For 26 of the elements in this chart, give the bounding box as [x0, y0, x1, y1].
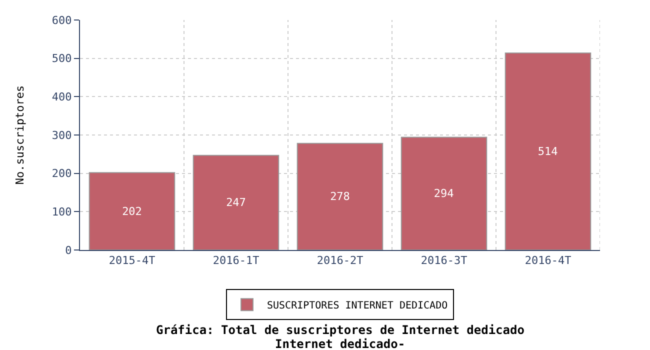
y-tick-label: 500	[52, 52, 72, 66]
data-label: 202	[122, 204, 142, 218]
x-tick-label: 2015-4T	[108, 254, 156, 268]
x-tick-label: 2016-4T	[524, 254, 572, 268]
data-label: 278	[330, 190, 350, 204]
data-label: 294	[434, 187, 454, 200]
y-tick-label: 600	[52, 14, 72, 27]
data-label: 247	[226, 196, 246, 210]
y-tick-label: 100	[52, 206, 72, 219]
bar	[88, 172, 176, 250]
x-tick-label: 2016-2T	[316, 254, 364, 268]
bar	[296, 142, 384, 250]
y-tick-label: 400	[52, 90, 72, 104]
y-tick-label: 200	[52, 167, 72, 180]
x-tick-label: 2016-1T	[212, 254, 260, 268]
bar	[504, 52, 592, 250]
text: Gráfica: Total de suscriptores de Internet dedicado	[156, 323, 524, 337]
text: Internet dedicado-	[275, 337, 406, 350]
bar	[400, 136, 488, 250]
x-tick-label: 2016-3T	[420, 254, 468, 268]
y-tick-label: 0	[65, 244, 72, 257]
bar	[192, 154, 280, 250]
data-label: 514	[538, 144, 558, 158]
y-tick-label: 300	[52, 128, 72, 142]
y-axis-title: No.suscriptores	[14, 85, 27, 185]
legend-label: SUSCRIPTORES INTERNET DEDICADO	[267, 300, 448, 312]
